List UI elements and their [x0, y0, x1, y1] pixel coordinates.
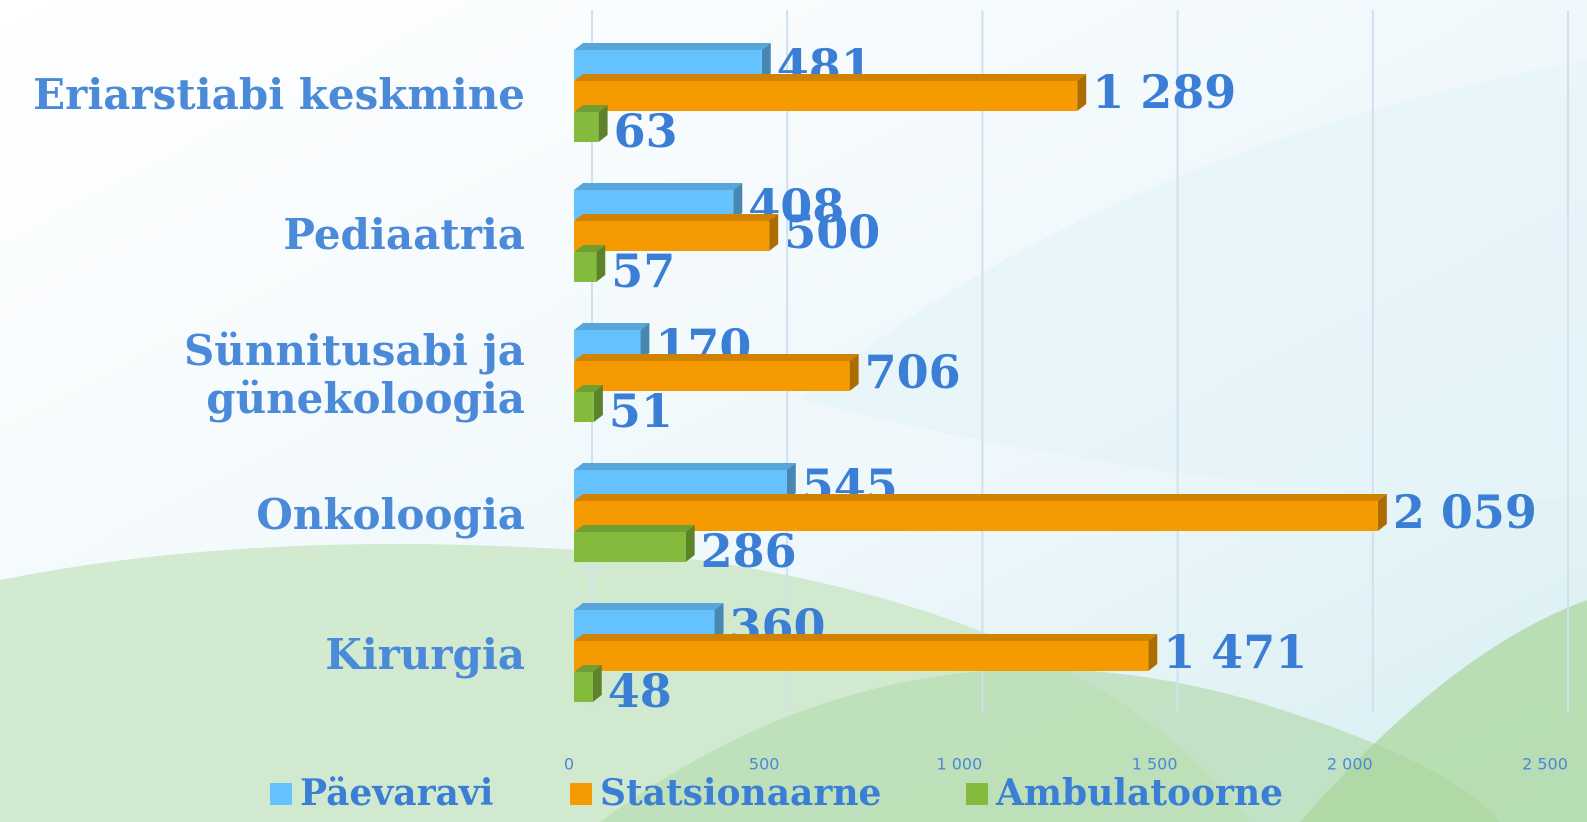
bar	[574, 392, 594, 422]
bar	[574, 641, 1149, 671]
value-label: 1 471	[1163, 625, 1307, 679]
category-label: Kirurgia	[325, 630, 525, 679]
bar-top	[574, 354, 859, 361]
hill	[1300, 600, 1587, 822]
value-label: 2 059	[1393, 485, 1537, 539]
bar-side	[598, 105, 608, 142]
legend-label: Statsionaarne	[600, 772, 881, 814]
bar-side	[640, 323, 650, 360]
legend-swatch	[270, 783, 292, 805]
bar-top	[574, 494, 1387, 501]
x-tick-label: 2 500	[1522, 755, 1568, 774]
bar-side	[769, 214, 779, 251]
x-tick-label: 2 000	[1327, 755, 1373, 774]
bar	[574, 672, 593, 702]
value-label: 706	[865, 345, 961, 399]
value-label: 63	[614, 104, 678, 158]
bar	[574, 501, 1378, 531]
category-label: Pediaatria	[283, 210, 525, 259]
x-tick-label: 1 500	[1132, 755, 1178, 774]
bar-side	[786, 463, 796, 500]
bar-side	[1148, 634, 1158, 671]
hill	[600, 668, 1500, 822]
legend-swatch	[966, 783, 988, 805]
bar	[574, 81, 1078, 111]
category-label: Sünnitusabi ja günekoloogia	[183, 326, 525, 423]
bar	[574, 532, 686, 562]
bar-top	[574, 603, 724, 610]
value-label: 48	[608, 664, 672, 718]
legend-swatch	[570, 783, 592, 805]
value-label: 1 289	[1092, 65, 1236, 119]
bar	[574, 361, 850, 391]
bar-top	[574, 214, 779, 221]
bar-side	[1077, 74, 1087, 111]
category-label: Onkoloogia	[256, 490, 525, 539]
bar	[574, 112, 599, 142]
bar-side	[592, 665, 602, 702]
bar-side	[761, 43, 771, 80]
value-label: 286	[701, 524, 797, 578]
bar-side	[1377, 494, 1387, 531]
bar-top	[574, 43, 771, 50]
bar-top	[574, 665, 602, 672]
value-label: 51	[609, 384, 673, 438]
legend-label: Päevaravi	[300, 772, 493, 814]
bar	[574, 252, 597, 282]
bar-side	[685, 525, 695, 562]
bar-top	[574, 74, 1087, 81]
bar-top	[574, 183, 743, 190]
bar-top	[574, 245, 606, 252]
bar-top	[574, 323, 650, 330]
x-tick-label: 0	[564, 755, 574, 774]
bar-side	[596, 245, 606, 282]
bar-side	[714, 603, 724, 640]
x-tick-label: 500	[749, 755, 780, 774]
swoosh	[800, 60, 1587, 500]
legend-label: Ambulatoorne	[995, 772, 1283, 814]
value-label: 500	[784, 205, 880, 259]
bar-side	[849, 354, 859, 391]
bar-top	[574, 463, 796, 470]
bar	[574, 221, 770, 251]
bar-top	[574, 525, 695, 532]
category-label: Eriarstiabi keskmine	[33, 70, 525, 119]
bar-top	[574, 634, 1158, 641]
value-label: 57	[611, 244, 675, 298]
bar-side	[733, 183, 743, 220]
x-tick-label: 1 000	[936, 755, 982, 774]
bar-side	[593, 385, 603, 422]
bar-top	[574, 105, 608, 112]
bar-top	[574, 385, 603, 392]
